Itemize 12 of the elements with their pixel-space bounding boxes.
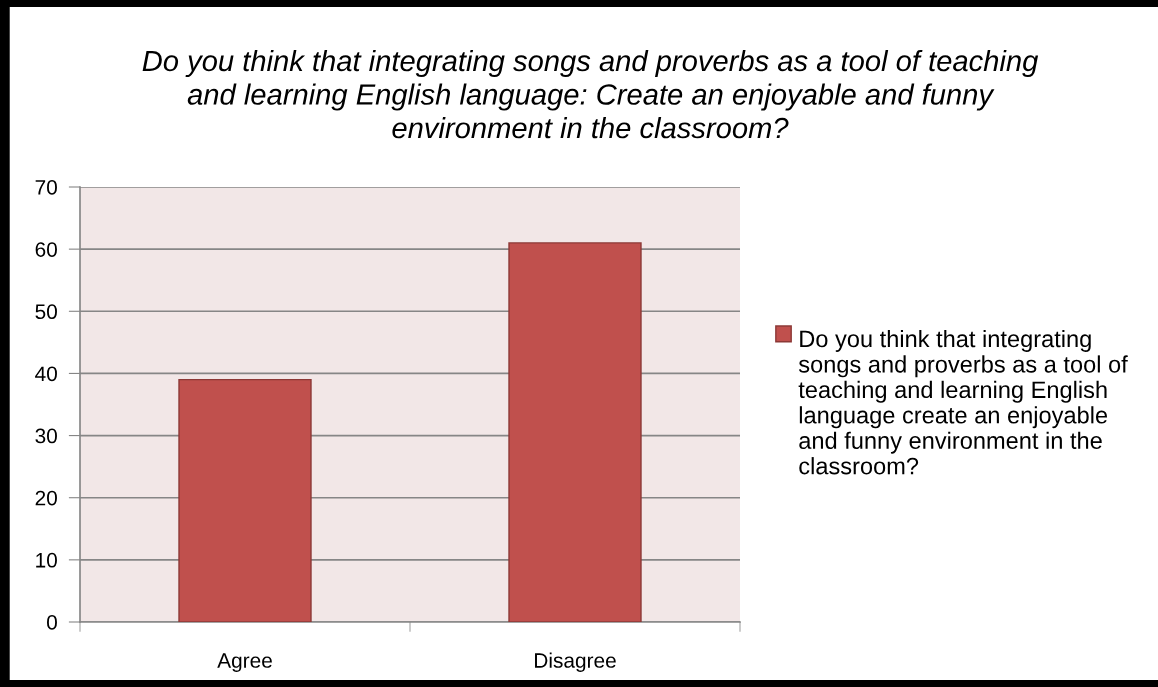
chart-title: Do you think that integrating songs and proverbs as a tool of teaching and learning English language: Create an enjoyable and funny environment in the classroom?: [142, 49, 1039, 139]
y-tick-label: 30: [35, 428, 57, 444]
y-tick-label: 60: [35, 242, 57, 257]
legend-label: Do you think that integrating songs and proverbs as a tool of teaching and learning English language create an enjoyable and funny environment in the classroom?: [798, 329, 1128, 475]
x-tick-label: Disagree: [535, 652, 616, 672]
y-tick-label: 50: [35, 304, 57, 320]
y-tick-label: 10: [36, 552, 57, 568]
x-tick-label: Agree: [217, 653, 272, 672]
y-tick-label: 0: [47, 615, 57, 630]
y-tick-label: 20: [35, 490, 57, 506]
y-tick-label: 70: [35, 180, 57, 195]
y-tick-label: 40: [35, 366, 57, 382]
